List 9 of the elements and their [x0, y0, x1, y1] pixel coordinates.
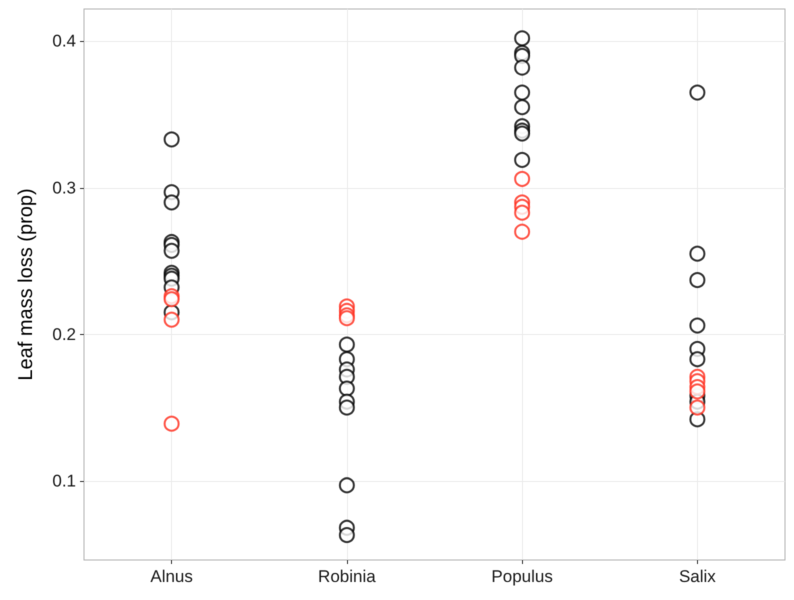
- y-axis-title: Leaf mass loss (prop): [15, 188, 37, 381]
- y-tick-label: 0.3: [52, 178, 76, 198]
- x-tick-label: Robinia: [318, 567, 376, 586]
- x-tick-label: Salix: [678, 567, 716, 586]
- y-tick-label: 0.4: [52, 32, 76, 51]
- x-tick-label: Populus: [491, 567, 553, 586]
- x-tick-label: Alnus: [150, 567, 193, 586]
- y-tick-label: 0.2: [52, 324, 76, 344]
- y-tick-label: 0.1: [52, 471, 76, 490]
